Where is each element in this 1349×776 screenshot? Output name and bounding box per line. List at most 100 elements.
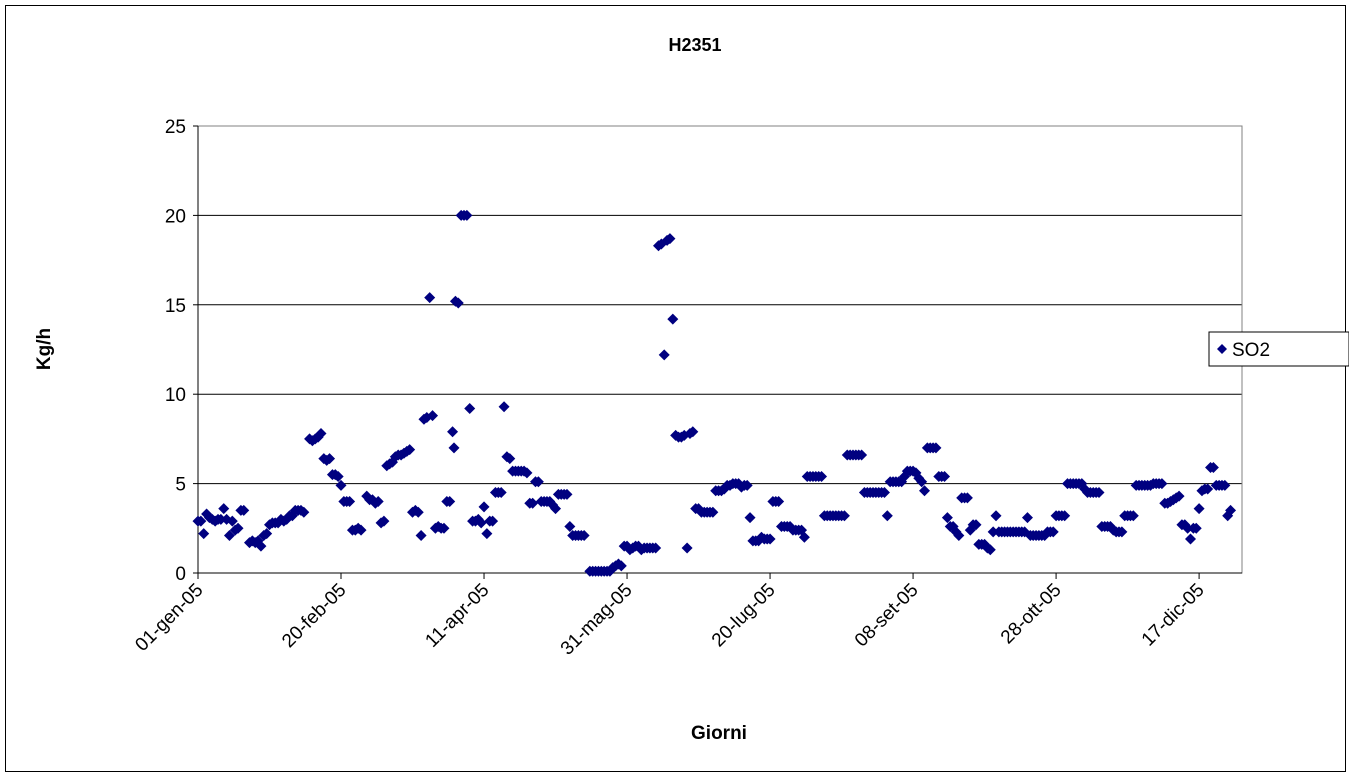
data-point [707,506,719,518]
data-point [198,528,210,540]
data-point [438,522,450,534]
legend-marker-icon [1217,344,1227,354]
data-point [498,401,510,413]
data-point [578,529,590,541]
data-point [298,506,310,518]
data-point [427,410,439,422]
data-point [1207,462,1219,474]
data-point [990,510,1002,522]
chart-frame [5,5,1346,772]
data-point [532,476,544,488]
data-point [970,519,982,531]
data-point [816,470,828,482]
data-point [658,349,670,361]
data-point [527,497,539,509]
chart-title: H2351 [668,35,721,55]
data-point [444,495,456,507]
y-tick-label: 0 [175,564,186,585]
data-point [223,529,235,541]
legend-label: SO2 [1232,340,1270,361]
data-point [1093,487,1105,499]
data-point [939,470,951,482]
x-tick-label: 17-dic-05 [1138,580,1209,651]
x-tick-label: 08-set-05 [851,580,923,652]
data-point [355,524,367,536]
data-point [448,442,460,454]
y-axis-title: Kg/h [34,328,55,370]
data-point [495,487,507,499]
data-point [195,515,207,527]
data-point [415,529,427,541]
data-point [953,529,965,541]
y-axis: 0 5 10 15 20 25 [165,117,199,585]
data-point [681,542,693,554]
data-point [452,297,464,309]
data-point [255,540,267,552]
data-point [1116,526,1128,538]
data-point [561,488,573,500]
data-point [487,515,499,527]
data-point [744,512,756,524]
plot-area [197,125,1243,574]
data-point [424,292,436,304]
data-point [919,485,931,497]
data-point [1173,490,1185,502]
legend: SO2 [1208,331,1349,367]
data-point [218,503,230,515]
data-point [1059,510,1071,522]
data-point [984,544,996,556]
data-point [475,517,487,529]
data-point [916,476,928,488]
data-point [878,487,890,499]
data-point [461,209,473,221]
data-point [412,506,424,518]
data-point [335,479,347,491]
data-point [315,428,327,440]
data-point [941,512,953,524]
data-point [238,504,250,516]
data-point [1219,479,1231,491]
data-point [764,533,776,545]
data-point [504,453,516,465]
data-point [1193,503,1205,515]
data-point [667,313,679,325]
data-point [481,528,493,540]
data-point [332,470,344,482]
x-axis: 01-gen-05 20-feb-05 11-apr-05 31-mag-05 20-l… [131,572,1242,660]
data-point [1021,512,1033,524]
data-point [773,495,785,507]
data-point [838,510,850,522]
data-point [1190,522,1202,534]
y-tick-label: 15 [165,296,186,317]
data-point [521,467,533,479]
x-tick-label: 20-feb-05 [278,580,350,652]
data-point [344,495,356,507]
x-tick-label: 20-lug-05 [708,580,780,652]
data-point [232,522,244,534]
data-point [741,479,753,491]
data-point [215,513,227,525]
data-point [650,542,662,554]
data-point [564,521,576,533]
data-point [930,442,942,454]
x-tick-label: 28-ott-05 [997,580,1066,649]
data-point [226,515,238,527]
data-point [856,449,868,461]
data-point [961,492,973,504]
x-tick-label: 11-apr-05 [421,580,493,652]
data-point [372,495,384,507]
data-point [1202,483,1214,495]
gridlines [198,214,1242,485]
data-point [1156,478,1168,490]
data-point [261,528,273,540]
data-point [1047,526,1059,538]
data-point [1127,510,1139,522]
data-point [464,403,476,415]
data-point [1225,504,1237,516]
data-point [404,444,416,456]
data-point [687,426,699,438]
data-point [378,515,390,527]
data-point [550,503,562,515]
legend-box [1208,331,1349,367]
data-point [1182,522,1194,534]
